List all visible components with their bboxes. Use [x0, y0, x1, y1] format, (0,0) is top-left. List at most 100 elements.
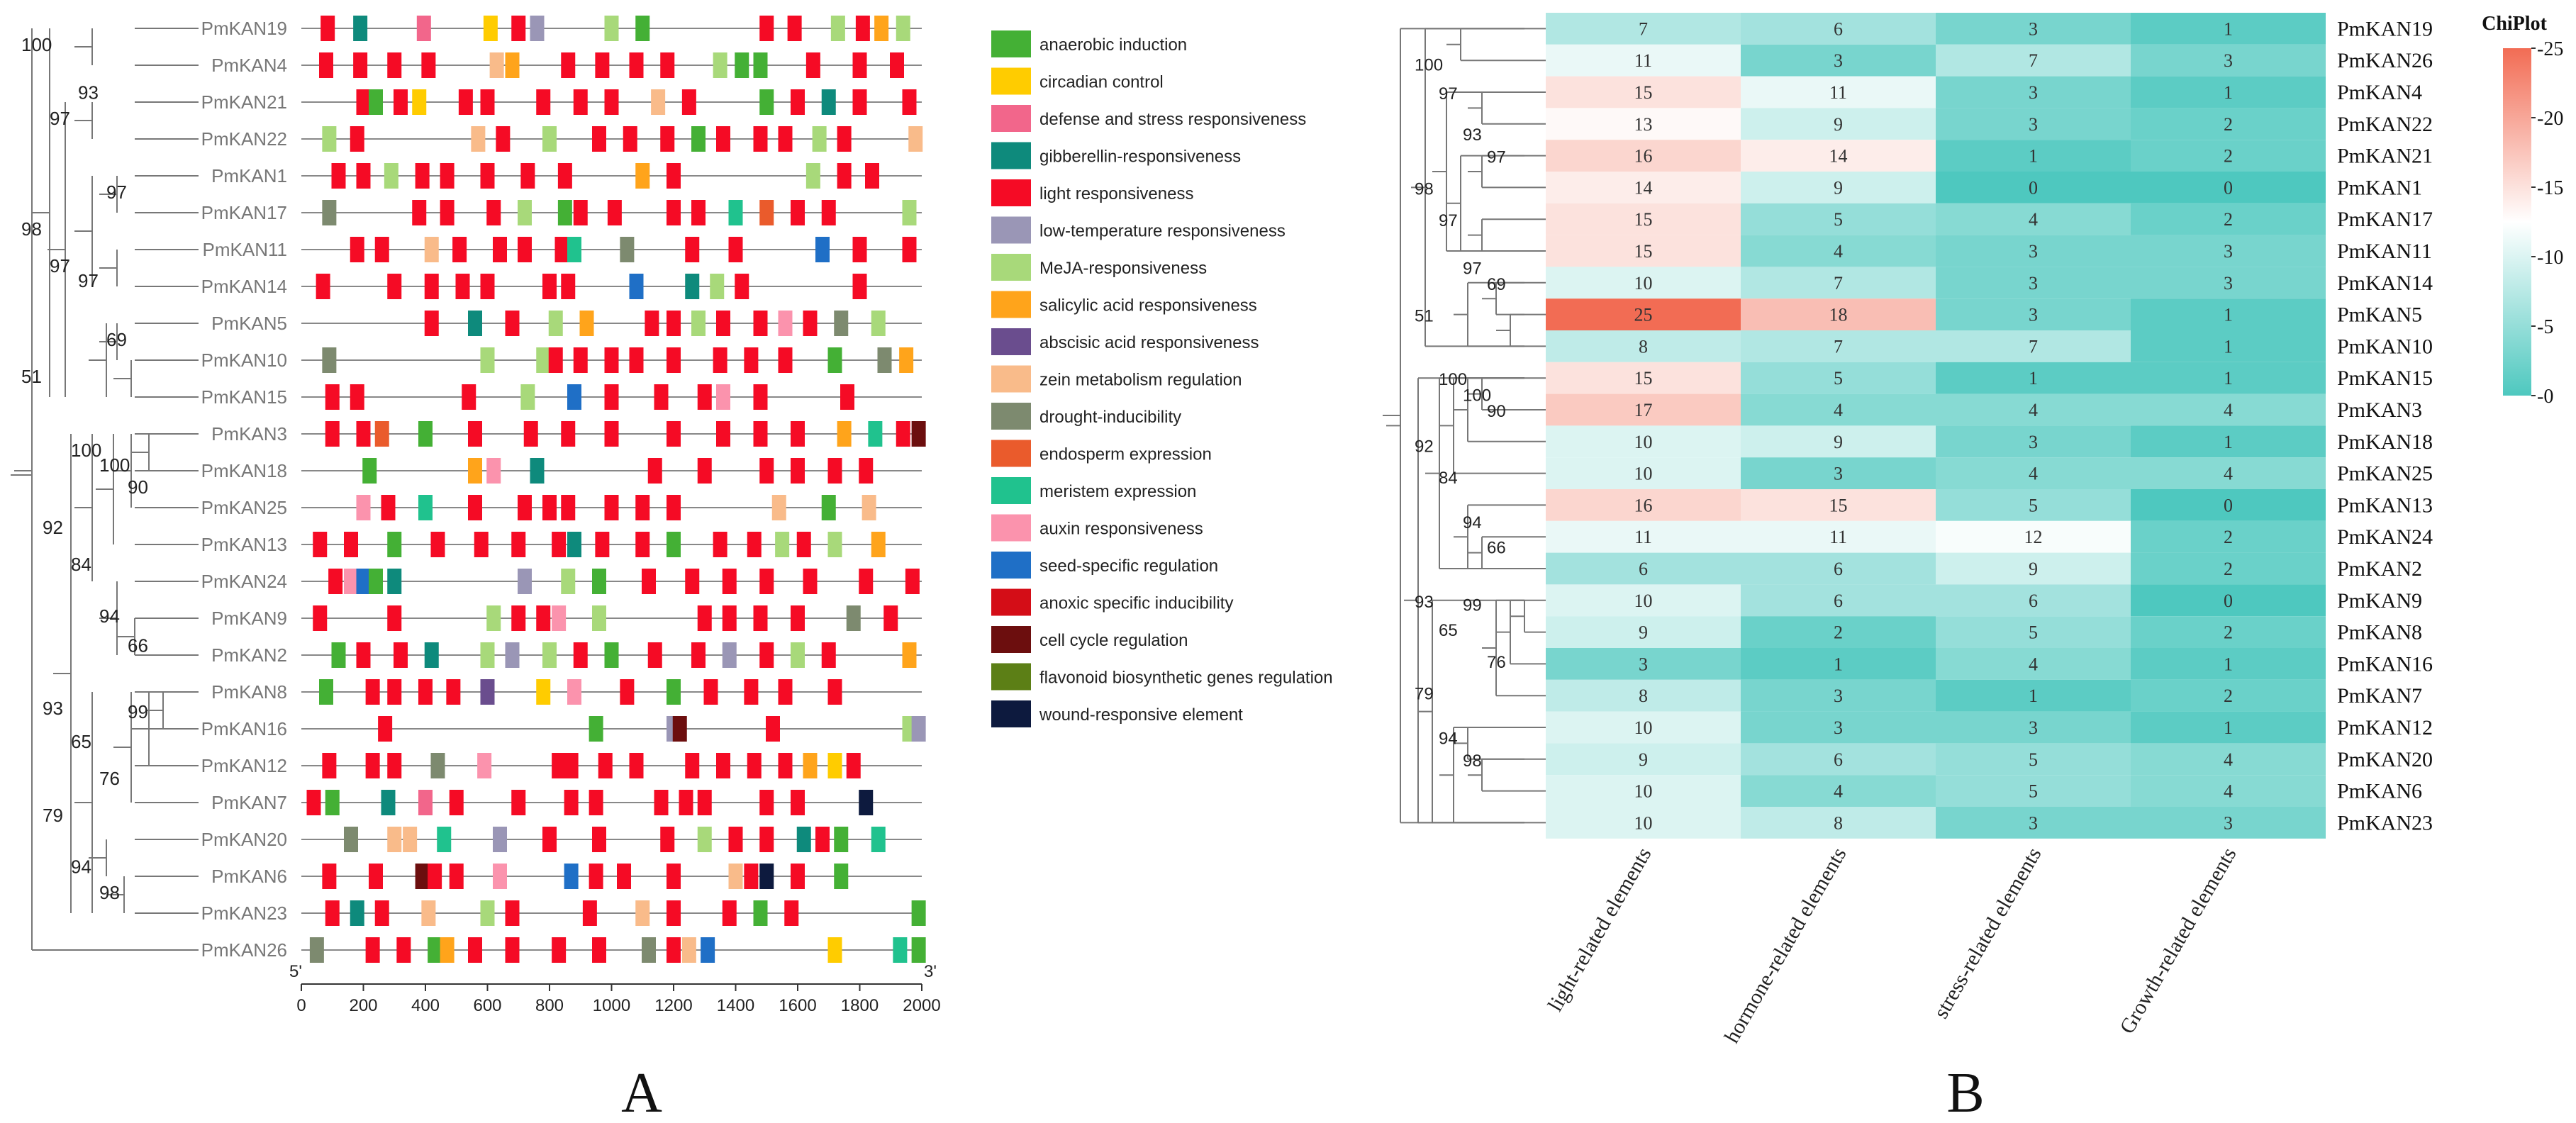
heatmap-value: 3 — [2224, 50, 2233, 71]
cis-element-box — [567, 679, 581, 705]
bootstrap-value: 51 — [1415, 307, 1434, 326]
cis-element-box — [716, 384, 730, 410]
cis-element-box — [350, 900, 364, 926]
heatmap-cell — [1741, 44, 1936, 77]
heatmap-value: 0 — [2029, 177, 2038, 198]
bootstrap-value: 94 — [71, 856, 91, 878]
heatmap-value: 16 — [1634, 495, 1653, 515]
cis-element-box — [667, 937, 681, 963]
cis-element-box — [530, 458, 545, 484]
cis-element-box — [530, 16, 545, 41]
cis-element-box — [604, 89, 619, 115]
heatmap-value: 2 — [2224, 686, 2233, 706]
bootstrap-value: 99 — [1463, 596, 1482, 615]
cis-element-box — [573, 347, 588, 373]
heatmap-cell — [1546, 425, 1741, 458]
cis-element-box — [369, 864, 383, 889]
cis-element-box — [356, 89, 371, 115]
cis-element-box — [486, 605, 501, 631]
cis-element-box — [859, 569, 874, 594]
x-tick-label: 1800 — [841, 996, 879, 1015]
cis-element-box — [859, 790, 874, 815]
cis-element-box — [787, 16, 802, 41]
gene-label: PmKAN23 — [201, 903, 287, 924]
phylogenetic-tree-b — [1383, 28, 1546, 824]
cis-element-box — [672, 716, 687, 742]
cis-element-box — [642, 569, 656, 594]
cis-element-box — [604, 642, 619, 668]
cis-element-box — [647, 642, 662, 668]
cis-element-box — [353, 16, 368, 41]
cis-element-box — [424, 311, 439, 336]
cis-element-box — [778, 126, 793, 152]
cis-element-box — [325, 790, 340, 815]
cis-element-box — [871, 311, 886, 336]
cis-element-box — [579, 311, 594, 336]
cis-element-box — [716, 311, 730, 336]
cis-element-box — [474, 532, 489, 557]
bootstrap-value: 51 — [21, 366, 42, 387]
heatmap-cell — [1936, 393, 2131, 426]
cis-element-box — [557, 200, 572, 225]
cis-element-box — [629, 52, 644, 78]
cis-element-box — [356, 163, 371, 189]
cis-element-box — [660, 827, 675, 852]
heatmap-value: 4 — [2224, 749, 2233, 770]
heatmap-cell — [2131, 172, 2326, 203]
cis-element-box — [518, 237, 532, 262]
cis-element-box — [815, 237, 830, 262]
cis-element-box — [412, 200, 427, 225]
cis-element-box — [493, 827, 507, 852]
heatmap-row-label: PmKAN6 — [2337, 780, 2422, 803]
cis-element-box — [902, 237, 917, 262]
cis-element-box — [567, 237, 581, 262]
heatmap-value: 4 — [2029, 654, 2038, 674]
heatmap-cell — [2131, 584, 2326, 617]
heatmap-cell — [1741, 616, 1936, 648]
cis-element-box — [735, 274, 749, 299]
cis-element-box — [759, 642, 774, 668]
cis-element-box — [899, 347, 914, 373]
cis-element-box — [604, 421, 619, 447]
legend-label: meristem expression — [1039, 482, 1196, 501]
colorbar-title: ChiPlot — [2482, 13, 2547, 35]
cis-element-box — [728, 827, 743, 852]
cis-element-box — [697, 458, 712, 484]
heatmap-cell — [1546, 584, 1741, 617]
bootstrap-value: 93 — [1463, 125, 1482, 145]
heatmap-value: 4 — [2029, 464, 2038, 484]
heatmap-row-label: PmKAN16 — [2337, 652, 2433, 676]
cis-element-box — [805, 163, 820, 189]
cis-element-box — [728, 200, 743, 225]
cis-element-box — [387, 532, 402, 557]
cis-element-box — [595, 52, 610, 78]
cis-element-box — [592, 569, 606, 594]
cis-element-box — [821, 642, 836, 668]
cis-element-box — [394, 642, 408, 668]
heatmap-value: 6 — [1834, 559, 1843, 579]
cis-element-box — [505, 900, 520, 926]
cis-element-box — [753, 52, 768, 78]
heatmap-value: 1 — [2224, 717, 2233, 738]
heatmap-value: 6 — [1834, 591, 1843, 611]
gene-label: PmKAN15 — [201, 386, 287, 408]
legend-swatch — [991, 105, 1031, 132]
heatmap-value: 15 — [1634, 209, 1653, 230]
cis-element-box — [505, 937, 520, 963]
cis-element-box — [496, 126, 511, 152]
cis-element-box — [418, 495, 433, 520]
heatmap-cell — [1936, 362, 2131, 394]
legend-swatch — [991, 216, 1031, 244]
cis-element-box — [667, 900, 681, 926]
cis-element-box — [350, 384, 364, 410]
heatmap-value: 18 — [1829, 305, 1848, 325]
x-tick-label: 2000 — [903, 996, 940, 1015]
heatmap-value: 11 — [1829, 527, 1847, 547]
legend-label: flavonoid biosynthetic genes regulation — [1039, 669, 1333, 688]
cis-element-box — [716, 421, 730, 447]
cis-element-box — [827, 347, 842, 373]
cis-element-box — [505, 52, 520, 78]
x-tick-label: 1200 — [654, 996, 692, 1015]
cis-element-box — [536, 605, 551, 631]
bootstrap-value: 100 — [1415, 56, 1443, 75]
